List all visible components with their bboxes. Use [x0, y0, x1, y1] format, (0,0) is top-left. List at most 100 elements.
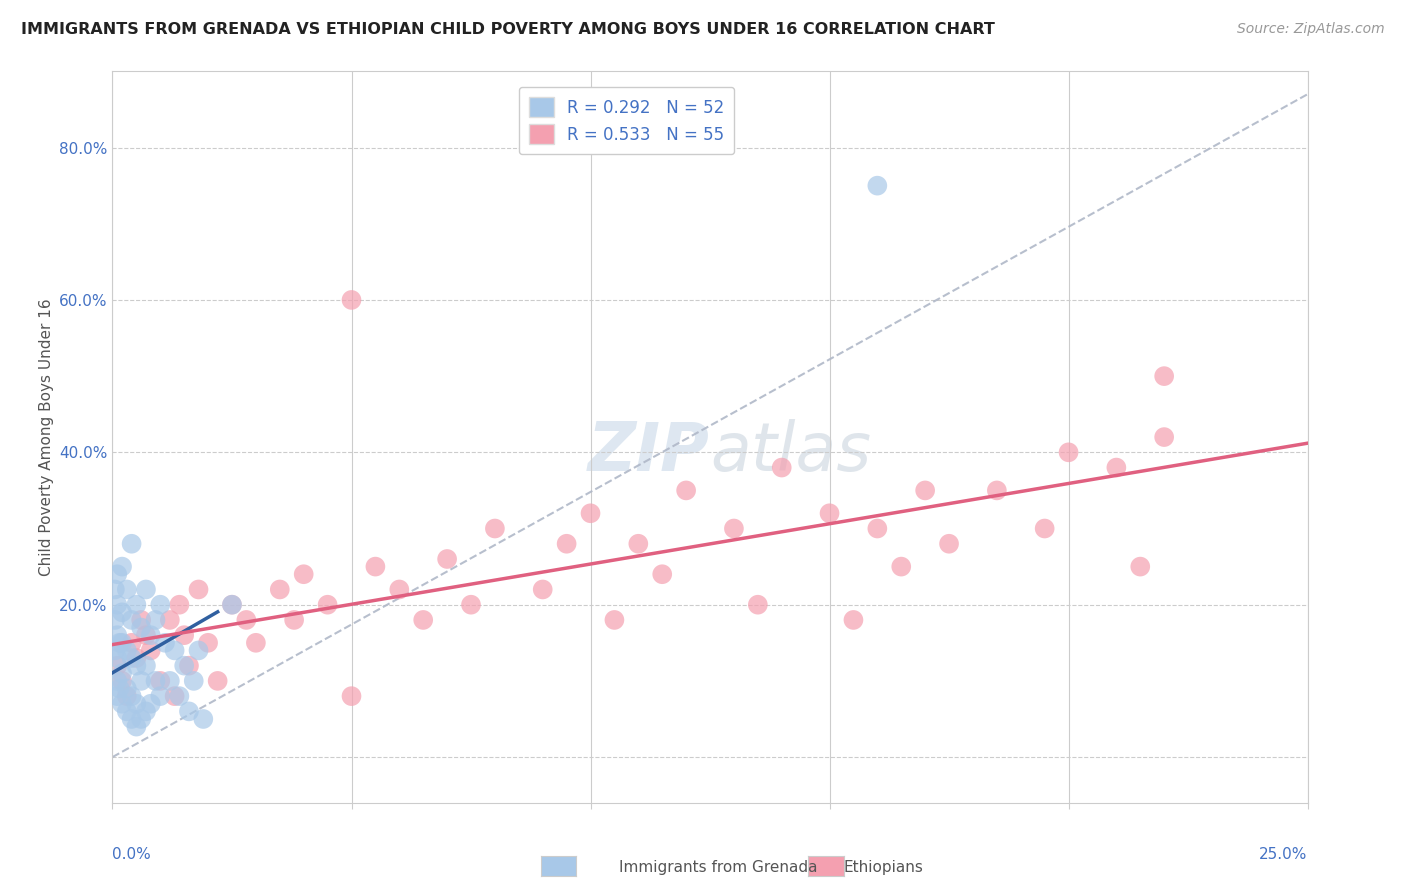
Text: 25.0%: 25.0%	[1260, 847, 1308, 862]
Point	[121, 689, 143, 703]
Text: Immigrants from Grenada: Immigrants from Grenada	[619, 860, 817, 874]
Point	[603, 613, 626, 627]
Point	[153, 636, 176, 650]
Point	[108, 636, 131, 650]
Point	[340, 293, 363, 307]
Text: ZIP: ZIP	[588, 418, 710, 484]
Point	[129, 613, 152, 627]
Point	[139, 697, 162, 711]
Point	[221, 598, 243, 612]
Point	[139, 628, 162, 642]
Point	[125, 697, 148, 711]
Point	[163, 689, 186, 703]
Point	[1057, 445, 1080, 459]
Point	[105, 651, 128, 665]
Point	[436, 552, 458, 566]
Point	[283, 613, 305, 627]
Point	[104, 582, 127, 597]
Point	[125, 658, 148, 673]
Point	[135, 628, 157, 642]
Point	[187, 582, 209, 597]
Point	[914, 483, 936, 498]
Point	[115, 689, 138, 703]
Point	[149, 598, 172, 612]
Point	[388, 582, 411, 597]
Point	[115, 643, 138, 657]
Point	[159, 613, 181, 627]
Point	[105, 673, 128, 688]
Point	[125, 651, 148, 665]
Point	[145, 613, 167, 627]
Point	[531, 582, 554, 597]
Point	[484, 521, 506, 535]
Point	[221, 598, 243, 612]
Text: atlas: atlas	[710, 418, 872, 484]
Point	[129, 621, 152, 635]
Text: Source: ZipAtlas.com: Source: ZipAtlas.com	[1237, 22, 1385, 37]
Point	[145, 673, 167, 688]
Text: 0.0%: 0.0%	[112, 847, 152, 862]
Point	[1105, 460, 1128, 475]
Point	[135, 705, 157, 719]
Point	[207, 673, 229, 688]
Point	[197, 636, 219, 650]
Point	[105, 658, 128, 673]
Point	[115, 582, 138, 597]
Point	[121, 636, 143, 650]
Point	[104, 613, 127, 627]
Text: IMMIGRANTS FROM GRENADA VS ETHIOPIAN CHILD POVERTY AMONG BOYS UNDER 16 CORRELATI: IMMIGRANTS FROM GRENADA VS ETHIOPIAN CHI…	[21, 22, 995, 37]
Point	[104, 643, 127, 657]
Point	[1129, 559, 1152, 574]
Point	[579, 506, 602, 520]
Point	[866, 178, 889, 193]
Point	[187, 643, 209, 657]
Point	[129, 712, 152, 726]
Point	[460, 598, 482, 612]
Point	[111, 673, 134, 688]
Point	[169, 689, 191, 703]
Point	[1033, 521, 1056, 535]
Point	[135, 658, 157, 673]
Point	[316, 598, 339, 612]
Point	[111, 697, 134, 711]
Point	[183, 673, 205, 688]
Point	[651, 567, 673, 582]
Point	[245, 636, 267, 650]
Point	[1153, 369, 1175, 384]
Point	[818, 506, 841, 520]
Point	[115, 681, 138, 696]
Point	[555, 537, 578, 551]
Point	[364, 559, 387, 574]
Point	[173, 658, 195, 673]
Point	[121, 712, 143, 726]
Text: Ethiopians: Ethiopians	[844, 860, 924, 874]
Point	[269, 582, 291, 597]
Point	[173, 628, 195, 642]
Point	[169, 598, 191, 612]
Point	[115, 705, 138, 719]
Point	[111, 559, 134, 574]
Point	[675, 483, 697, 498]
Point	[747, 598, 769, 612]
Point	[105, 689, 128, 703]
Point	[135, 582, 157, 597]
Point	[193, 712, 215, 726]
Point	[149, 673, 172, 688]
Point	[111, 666, 134, 681]
Point	[121, 613, 143, 627]
Point	[890, 559, 912, 574]
Point	[125, 598, 148, 612]
Point	[105, 628, 128, 642]
Point	[866, 521, 889, 535]
Text: Child Poverty Among Boys Under 16: Child Poverty Among Boys Under 16	[39, 298, 55, 576]
Point	[159, 673, 181, 688]
Point	[111, 636, 134, 650]
Point	[842, 613, 865, 627]
Point	[235, 613, 257, 627]
Point	[105, 598, 128, 612]
Point	[627, 537, 650, 551]
Point	[149, 689, 172, 703]
Point	[177, 658, 200, 673]
Point	[163, 643, 186, 657]
Point	[723, 521, 745, 535]
